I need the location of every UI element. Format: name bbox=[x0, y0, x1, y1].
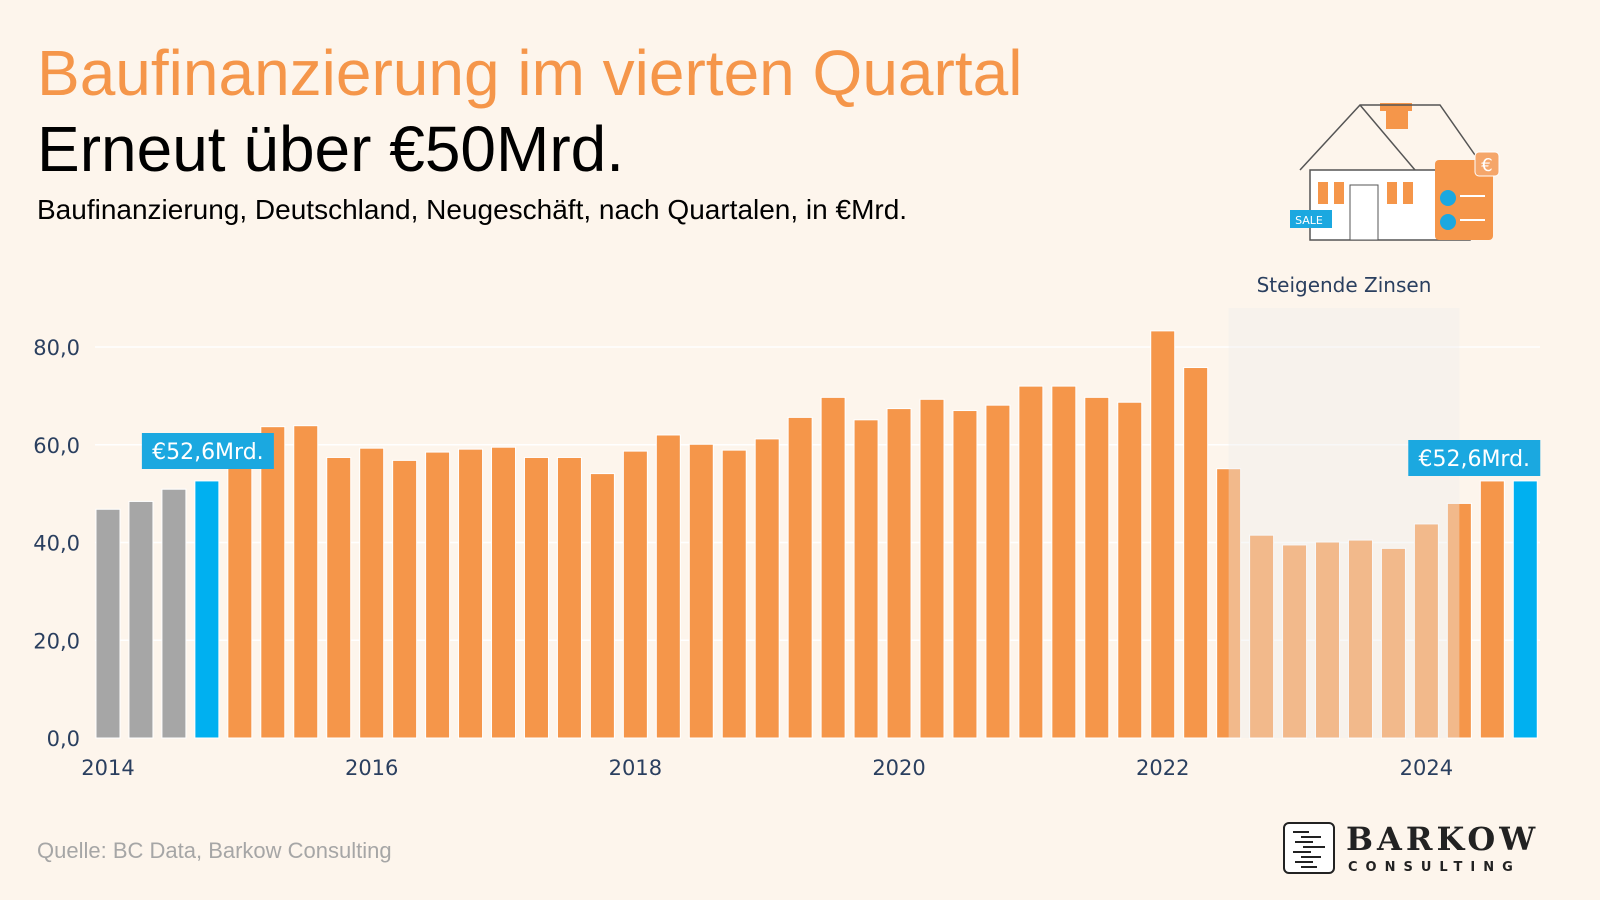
bar bbox=[1315, 541, 1341, 739]
source-note: Quelle: BC Data, Barkow Consulting bbox=[37, 838, 392, 863]
x-tick-label: 2016 bbox=[345, 756, 398, 780]
y-tick-label: 60,0 bbox=[33, 434, 80, 458]
house-mortgage-icon: € SALE bbox=[1290, 103, 1500, 241]
bar bbox=[1347, 539, 1373, 739]
bar bbox=[161, 488, 187, 739]
svg-text:€: € bbox=[1481, 155, 1492, 176]
value-label: €52,6Mrd. bbox=[152, 440, 264, 465]
bar bbox=[655, 434, 681, 739]
x-tick-label: 2014 bbox=[81, 756, 134, 780]
bar bbox=[688, 443, 714, 739]
x-tick-label: 2020 bbox=[872, 756, 925, 780]
bar bbox=[491, 446, 517, 739]
bar bbox=[1446, 502, 1472, 739]
bar bbox=[1150, 330, 1176, 739]
bar bbox=[985, 404, 1011, 739]
bar bbox=[1018, 385, 1044, 739]
value-label-box bbox=[141, 433, 274, 469]
bar bbox=[919, 398, 945, 739]
bar bbox=[523, 456, 549, 739]
bar bbox=[128, 500, 154, 739]
bar bbox=[1479, 480, 1505, 739]
bar bbox=[589, 473, 615, 739]
x-tick-label: 2022 bbox=[1136, 756, 1189, 780]
y-tick-label: 20,0 bbox=[33, 629, 80, 653]
bar-chart: Steigende Zinsen €52,6Mrd. €52,6Mrd. 0,02… bbox=[33, 273, 1541, 780]
bar bbox=[721, 449, 747, 739]
chart-subtitle: Erneut über €50Mrd. bbox=[37, 113, 624, 185]
value-label-box bbox=[1408, 440, 1541, 476]
bar bbox=[1084, 396, 1110, 739]
bar bbox=[326, 456, 352, 739]
barkow-logo-icon bbox=[1283, 822, 1335, 874]
bar bbox=[392, 459, 418, 739]
y-tick-label: 0,0 bbox=[47, 727, 80, 751]
bar bbox=[1117, 401, 1143, 739]
bar bbox=[622, 450, 648, 739]
chart-title: Baufinanzierung im vierten Quartal bbox=[37, 37, 1023, 109]
bar bbox=[359, 447, 385, 739]
bar bbox=[787, 416, 813, 739]
y-tick-label: 80,0 bbox=[33, 336, 80, 360]
bar bbox=[1282, 544, 1308, 739]
bar bbox=[260, 426, 286, 739]
y-tick-label: 40,0 bbox=[33, 532, 80, 556]
value-label: €52,6Mrd. bbox=[1418, 447, 1530, 472]
logo-name: BARKOW bbox=[1346, 820, 1540, 858]
shaded-region bbox=[1228, 308, 1460, 738]
chart-description: Baufinanzierung, Deutschland, Neugeschäf… bbox=[37, 194, 908, 225]
bar bbox=[227, 463, 253, 739]
bar bbox=[1183, 367, 1209, 739]
x-tick-label: 2018 bbox=[609, 756, 662, 780]
bar bbox=[194, 480, 220, 739]
bar bbox=[95, 508, 121, 739]
bar bbox=[1051, 385, 1077, 739]
sale-sign: SALE bbox=[1295, 214, 1323, 227]
bar bbox=[1216, 468, 1242, 739]
bar bbox=[1249, 534, 1275, 739]
bar bbox=[425, 451, 451, 739]
bar bbox=[886, 408, 912, 739]
bar bbox=[1380, 547, 1406, 739]
bar bbox=[952, 410, 978, 739]
bar bbox=[1413, 523, 1439, 739]
x-tick-label: 2024 bbox=[1400, 756, 1453, 780]
bar bbox=[754, 438, 780, 739]
logo-subtitle: CONSULTING bbox=[1348, 860, 1521, 875]
bar bbox=[853, 419, 879, 739]
bar bbox=[820, 396, 846, 739]
bar bbox=[556, 456, 582, 739]
bar bbox=[293, 425, 319, 739]
bar bbox=[1512, 480, 1538, 739]
bar bbox=[458, 448, 484, 739]
shaded-region-label: Steigende Zinsen bbox=[1257, 273, 1432, 297]
